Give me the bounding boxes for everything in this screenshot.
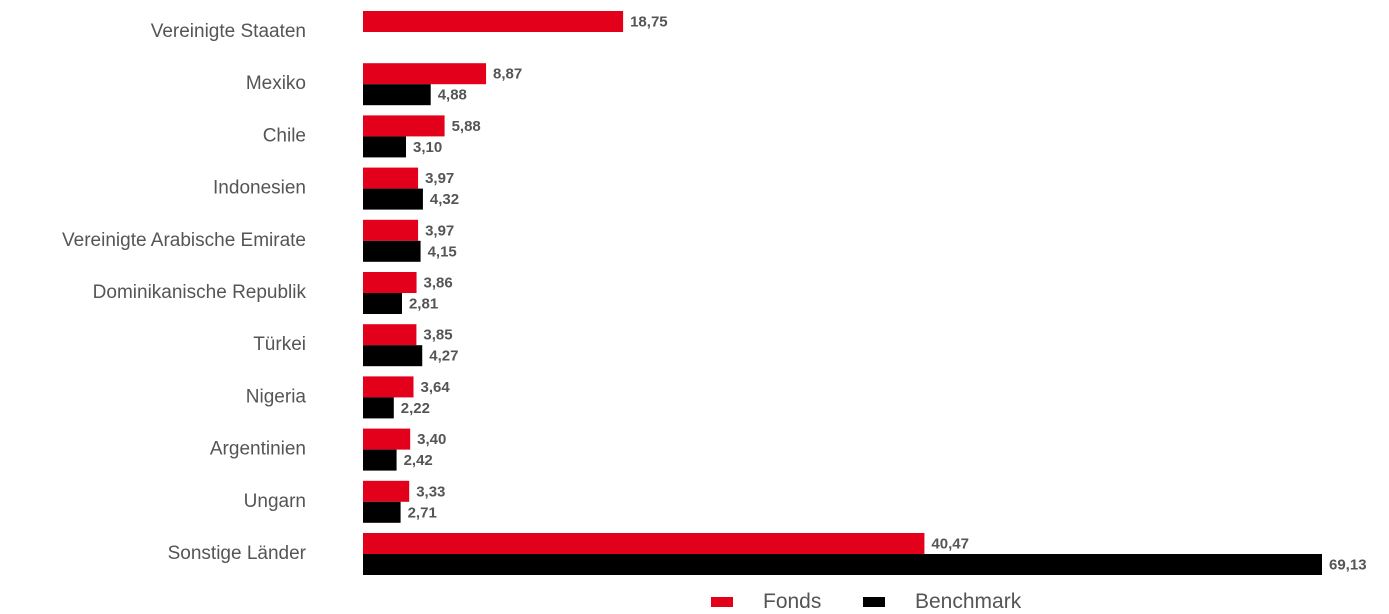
value-labels: 18,75 8,87 4,88 5,88 3,10 3,97 4,32 3,97 4,15 3,8… [401, 14, 1367, 574]
bar-benchmark-nigeria [363, 397, 394, 419]
category-labels: Vereinigte Staaten Mexiko Chile Indonesien V… [62, 21, 307, 564]
value-label-benchmark-dominikanische-republik: 2,81 [409, 296, 438, 313]
bar-benchmark-chile [363, 136, 407, 158]
legend-swatch-benchmark [863, 597, 885, 607]
bar-fonds-argentinien [363, 428, 411, 450]
bar-fonds-nigeria [363, 376, 414, 398]
value-label-fonds-indonesien: 3,97 [425, 170, 454, 187]
legend-item-benchmark: Benchmark [863, 590, 1021, 614]
legend-item-fonds: Fonds [711, 590, 821, 614]
value-label-fonds-sonstige-laender: 40,47 [931, 536, 969, 553]
value-label-benchmark-indonesien: 4,32 [430, 191, 459, 208]
value-label-fonds-dominikanische-republik: 3,86 [424, 275, 453, 292]
value-label-fonds-mexiko: 8,87 [493, 66, 522, 83]
bar-fonds-ungarn [363, 480, 410, 502]
category-label-dominikanische-republik: Dominikanische Republik [93, 282, 307, 303]
bar-benchmark-argentinien [363, 449, 397, 471]
bar-benchmark-mexiko [363, 84, 431, 106]
bar-fonds-tuerkei [363, 324, 417, 346]
bars [363, 11, 1322, 575]
category-label-nigeria: Nigeria [246, 386, 307, 407]
bar-fonds-dominikanische-republik [363, 272, 417, 293]
value-label-fonds-nigeria: 3,64 [420, 379, 450, 396]
category-label-ungarn: Ungarn [244, 491, 306, 512]
bar-fonds-vereinigte-arabische-emirate [363, 219, 419, 241]
category-label-mexiko: Mexiko [246, 73, 306, 94]
value-label-benchmark-ungarn: 2,71 [408, 504, 437, 521]
value-label-benchmark-tuerkei: 4,27 [429, 348, 458, 365]
legend-label-fonds: Fonds [763, 590, 822, 613]
category-label-indonesien: Indonesien [213, 178, 306, 199]
bar-benchmark-vereinigte-arabische-emirate [363, 240, 421, 262]
bar-fonds-indonesien [363, 167, 419, 189]
legend-swatch-fonds [711, 597, 733, 607]
category-label-vereinigte-arabische-emirate: Vereinigte Arabische Emirate [62, 230, 306, 251]
value-label-fonds-vereinigte-staaten: 18,75 [630, 14, 668, 31]
bar-fonds-sonstige-laender [363, 533, 925, 554]
category-label-vereinigte-staaten: Vereinigte Staaten [151, 21, 306, 42]
bar-benchmark-ungarn [363, 501, 401, 523]
category-label-argentinien: Argentinien [210, 439, 306, 460]
value-label-fonds-argentinien: 3,40 [417, 431, 446, 448]
value-label-benchmark-nigeria: 2,22 [401, 400, 430, 417]
bar-fonds-mexiko [363, 63, 487, 85]
value-label-benchmark-mexiko: 4,88 [438, 87, 467, 104]
bar-benchmark-sonstige-laender [363, 554, 1322, 575]
category-label-chile: Chile [263, 125, 306, 146]
value-label-benchmark-chile: 3,10 [413, 139, 442, 156]
value-label-benchmark-vereinigte-arabische-emirate: 4,15 [428, 243, 457, 260]
bar-fonds-chile [363, 115, 445, 137]
value-label-benchmark-argentinien: 2,42 [404, 452, 433, 469]
bar-fonds-vereinigte-staaten [363, 11, 624, 32]
value-label-fonds-chile: 5,88 [452, 118, 481, 135]
value-label-fonds-tuerkei: 3,85 [423, 327, 452, 344]
category-label-sonstige-laender: Sonstige Länder [168, 543, 307, 564]
value-label-fonds-ungarn: 3,33 [416, 483, 445, 500]
bar-benchmark-tuerkei [363, 345, 423, 367]
bar-benchmark-indonesien [363, 188, 423, 210]
legend-label-benchmark: Benchmark [915, 590, 1022, 613]
legend: Fonds Benchmark [0, 588, 1389, 613]
value-label-benchmark-sonstige-laender: 69,13 [1329, 557, 1367, 574]
category-label-tuerkei: Türkei [253, 334, 306, 355]
value-label-fonds-vereinigte-arabische-emirate: 3,97 [425, 222, 454, 239]
bar-benchmark-dominikanische-republik [363, 293, 402, 314]
